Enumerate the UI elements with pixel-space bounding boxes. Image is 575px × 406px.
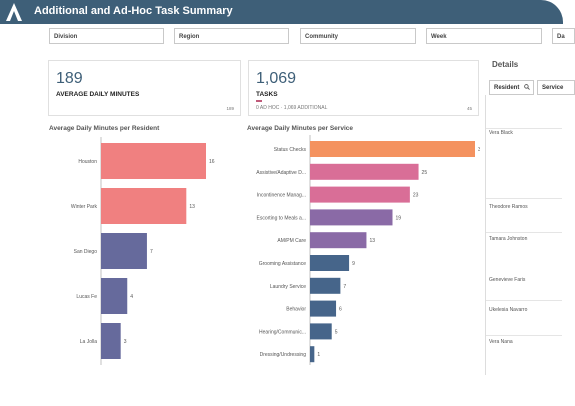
bar-category-label: Incontinence Manag... — [257, 193, 306, 199]
bar-category-label: Houston — [78, 159, 97, 165]
bar[interactable] — [101, 188, 187, 224]
bar-value-label: 7 — [343, 284, 346, 290]
bar[interactable] — [310, 323, 332, 340]
bar[interactable] — [101, 278, 128, 314]
details-divider — [486, 128, 562, 129]
bar[interactable] — [310, 186, 410, 203]
bar-category-label: La Jolla — [80, 339, 97, 345]
bar-category-label: AM/PM Care — [277, 238, 306, 244]
filter-community[interactable]: Community — [300, 28, 416, 44]
bar-category-label: Escorting to Meals a... — [257, 215, 306, 221]
bar-category-label: Assistive/Adaptive D... — [256, 170, 306, 176]
details-row[interactable]: Vera Nana — [489, 339, 513, 345]
tab-resident-label: Resident — [494, 85, 520, 91]
bar-value-label: 6 — [339, 307, 342, 313]
service-chart-title: Average Daily Minutes per Service — [247, 125, 353, 132]
resident-chart-title: Average Daily Minutes per Resident — [49, 125, 160, 132]
bar-category-label: Behavior — [286, 307, 306, 313]
bar[interactable] — [310, 277, 341, 294]
bar[interactable] — [310, 232, 367, 249]
kpi-tasks-value: 1,069 — [256, 70, 297, 87]
bar-category-label: Winter Park — [71, 204, 98, 210]
bar-value-label: 19 — [396, 215, 402, 221]
tab-service[interactable]: Service — [537, 80, 575, 95]
search-icon — [524, 84, 530, 90]
kpi-tasks-label: TASKS — [256, 91, 278, 98]
bar-category-label: Lucas Fe — [76, 294, 97, 300]
details-divider — [486, 300, 562, 301]
bar-value-label: 25 — [422, 170, 428, 176]
kpi-minutes-label: AVERAGE DAILY MINUTES — [56, 91, 140, 98]
page-title: Additional and Ad-Hoc Task Summary — [34, 5, 233, 17]
bar-value-label: 16 — [209, 159, 215, 165]
details-divider — [486, 198, 562, 199]
service-chart: Status Checks 38 Assistive/Adaptive D... 25… — [256, 135, 480, 365]
bar[interactable] — [101, 323, 121, 359]
bar-value-label: 1 — [317, 352, 320, 358]
bar-category-label: Status Checks — [274, 147, 307, 153]
details-row[interactable]: Vera Black — [489, 130, 513, 136]
kpi-minutes-value: 189 — [56, 70, 83, 87]
kpi-tasks-sub: 0 AD HOC · 1,069 ADDITIONAL — [256, 105, 328, 111]
filter-week[interactable]: Week — [426, 28, 542, 44]
bar-value-label: 38 — [478, 147, 480, 153]
app-logo-icon — [6, 3, 22, 21]
filter-region[interactable]: Region — [174, 28, 289, 44]
bar-category-label: Grooming Assistance — [259, 261, 306, 267]
bar[interactable] — [101, 233, 147, 269]
bar-value-label: 9 — [352, 261, 355, 267]
bar[interactable] — [310, 163, 419, 180]
details-row[interactable]: Ukelesia Navarro — [489, 307, 528, 313]
kpi-tasks-card: 1,069 TASKS 0 AD HOC · 1,069 ADDITIONAL … — [248, 60, 479, 116]
bar-category-label: Laundry Service — [270, 284, 306, 290]
kpi-minutes-card: 189 AVERAGE DAILY MINUTES 189 — [48, 60, 241, 116]
bar-value-label: 13 — [369, 238, 375, 244]
kpi-minutes-corner: 189 — [226, 106, 234, 111]
resident-chart: Houston 16 Winter Park 13 San Diego 7 Lucas Fe… — [71, 137, 215, 365]
bar[interactable] — [101, 143, 206, 179]
kpi-tasks-corner: 45 — [466, 106, 472, 111]
details-title: Details — [492, 60, 519, 69]
filter-division[interactable]: Division — [49, 28, 164, 44]
details-divider — [486, 335, 562, 336]
details-row[interactable]: Tamara Johnston — [489, 236, 528, 242]
bar[interactable] — [310, 209, 393, 226]
kpi-tasks-accent — [256, 100, 262, 102]
bar-value-label: 3 — [124, 339, 127, 345]
bar[interactable] — [310, 300, 337, 317]
bar[interactable] — [310, 141, 475, 157]
bar-value-label: 13 — [189, 204, 195, 210]
details-list: Vera Black Theodore Ramos Tamara Johnsto… — [485, 95, 562, 375]
bar-category-label: Dressing/Undressing — [260, 352, 307, 358]
app-header: Additional and Ad-Hoc Task Summary — [0, 0, 563, 24]
bar-value-label: 4 — [130, 294, 133, 300]
filter-day[interactable]: Da — [552, 28, 575, 44]
tab-resident[interactable]: Resident — [489, 80, 534, 95]
bar-category-label: San Diego — [74, 249, 98, 255]
details-divider — [486, 232, 562, 233]
bar[interactable] — [310, 255, 350, 271]
details-row[interactable]: Genevieve Faris — [489, 277, 526, 283]
bar[interactable] — [310, 346, 315, 363]
bar-value-label: 5 — [335, 329, 338, 335]
bar-value-label: 23 — [413, 193, 419, 199]
details-row[interactable]: Theodore Ramos — [489, 204, 528, 210]
bar-category-label: Hearing/Communic... — [259, 329, 306, 335]
bar-value-label: 7 — [150, 249, 153, 255]
